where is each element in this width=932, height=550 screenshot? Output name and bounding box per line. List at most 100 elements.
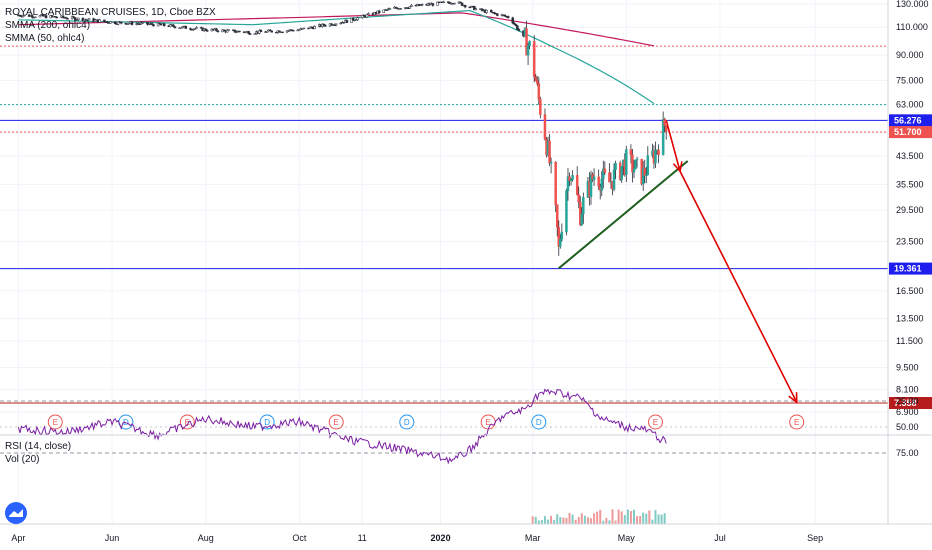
volume-bar xyxy=(562,517,565,524)
volume-bar xyxy=(577,517,580,524)
candle xyxy=(367,13,370,15)
candle xyxy=(419,4,422,6)
time-tick-label: Apr xyxy=(11,533,25,543)
indicator-smma50-label: SMMA (50, ohlc4) xyxy=(5,33,85,44)
candle xyxy=(103,19,106,22)
event-label: D xyxy=(404,418,410,427)
candle xyxy=(664,125,668,132)
rsi-pane-background xyxy=(0,437,888,524)
candle xyxy=(514,23,518,26)
candle xyxy=(388,8,392,10)
candle xyxy=(646,155,650,175)
candle xyxy=(330,23,333,26)
candle xyxy=(539,98,542,115)
candle xyxy=(150,23,154,25)
volume-bar xyxy=(608,520,611,524)
candle xyxy=(569,179,573,181)
candle xyxy=(575,175,579,195)
candle xyxy=(345,19,349,23)
time-tick-label: Jul xyxy=(714,533,726,543)
volume-bar xyxy=(543,516,546,524)
tradingview-logo-icon[interactable] xyxy=(5,502,27,524)
volume-bar xyxy=(642,512,645,524)
candle xyxy=(528,41,531,47)
candle xyxy=(259,30,263,32)
event-label: E xyxy=(334,418,339,427)
event-label: E xyxy=(53,418,58,427)
candle xyxy=(566,176,570,191)
volume-bar xyxy=(565,517,568,524)
candle xyxy=(216,30,220,32)
candle xyxy=(645,174,648,176)
volume-bar xyxy=(648,510,651,524)
candle xyxy=(485,10,488,13)
candle xyxy=(560,231,564,240)
candle xyxy=(625,149,628,175)
volume-bar xyxy=(626,509,629,524)
price-tick-label: 13.500 xyxy=(896,314,924,324)
candle xyxy=(23,14,26,16)
candle xyxy=(205,30,209,32)
candle xyxy=(287,30,290,32)
time-tick-label: 11 xyxy=(358,533,367,543)
candle xyxy=(356,17,359,21)
support-trendline xyxy=(558,160,689,270)
candle xyxy=(55,16,59,19)
projection-arrowhead-2 xyxy=(788,392,798,404)
candle xyxy=(565,190,568,233)
candle xyxy=(365,14,369,18)
candle xyxy=(436,1,439,6)
price-tick-label: 16.500 xyxy=(896,286,924,296)
candle xyxy=(603,168,607,173)
candle xyxy=(189,28,192,30)
candle xyxy=(298,29,301,31)
candle xyxy=(139,22,143,25)
candle xyxy=(543,114,547,140)
rsi-tick-label: 50.00 xyxy=(896,422,919,432)
volume-bar xyxy=(537,520,540,524)
candle xyxy=(385,9,389,11)
candle xyxy=(663,118,666,127)
price-tick-label: 90.000 xyxy=(896,50,924,60)
candle xyxy=(278,30,281,33)
volume-bar xyxy=(617,509,620,524)
earnings-event-icon xyxy=(179,414,195,430)
price-tag-label: 56.276 xyxy=(894,115,922,125)
candle xyxy=(503,15,507,17)
candle xyxy=(579,201,582,226)
volume-bar xyxy=(611,509,614,524)
candle xyxy=(559,239,562,247)
event-label: E xyxy=(794,418,799,427)
candle xyxy=(235,31,238,33)
candle xyxy=(193,28,197,30)
time-tick-label: May xyxy=(618,533,636,543)
candle xyxy=(602,168,605,180)
price-tick-label: 130.000 xyxy=(896,0,929,9)
candle xyxy=(152,24,155,27)
time-tick-label: Sep xyxy=(807,533,823,543)
event-label: D xyxy=(536,418,542,427)
candle xyxy=(536,80,539,84)
candle xyxy=(334,23,338,26)
volume-label: Vol (20) xyxy=(5,454,40,465)
candle xyxy=(195,27,198,29)
event-label: E xyxy=(485,418,490,427)
time-tick-label: Oct xyxy=(292,533,307,543)
candle xyxy=(557,227,561,247)
candle xyxy=(313,25,316,30)
candle xyxy=(248,33,252,35)
candle xyxy=(592,176,596,180)
candle xyxy=(361,14,364,19)
time-tick-label: Aug xyxy=(198,533,214,543)
candle xyxy=(77,17,80,20)
candle xyxy=(473,6,476,11)
candle xyxy=(66,18,69,20)
volume-bar xyxy=(654,510,657,524)
price-tick-label: 11.500 xyxy=(896,336,923,346)
candle xyxy=(44,15,48,19)
candle xyxy=(597,176,600,187)
candle xyxy=(21,15,25,17)
volume-bar xyxy=(660,514,663,524)
candle xyxy=(109,21,112,24)
